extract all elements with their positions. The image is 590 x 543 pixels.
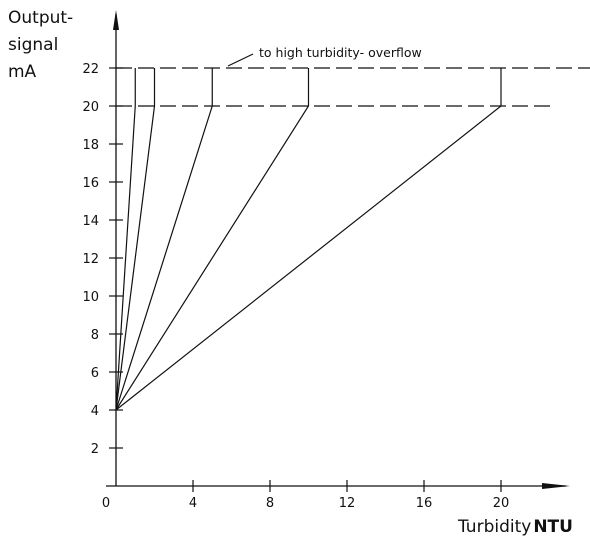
y-tick-label: 18 [82,138,99,153]
y-tick-label: 6 [91,366,99,381]
y-tick-label: 2 [91,442,99,457]
y-axis-label-line-1: Output- [8,8,74,28]
annotation-group: to high turbidity- overflow [227,45,422,67]
x-axis-arrow [542,483,570,489]
series-line [115,68,310,411]
y-tick-label: 10 [82,290,99,305]
ticks: 2 4 6 8 10 12 14 16 18 20 22 0 4 8 12 16 20 [82,62,509,511]
y-axis-arrow [113,10,119,30]
y-tick-label: 22 [82,62,99,77]
y-tick-label: 14 [82,214,99,229]
y-tick-label: 16 [82,176,99,191]
series-lines [115,68,502,411]
y-tick-label: 4 [91,404,99,419]
series-line [115,68,136,411]
x-tick-label: 0 [102,496,110,511]
y-tick-label: 8 [91,328,99,343]
x-tick-label: 20 [493,496,510,511]
y-axis-label-line-3: mA [8,62,37,82]
series-line [115,68,502,411]
series-line [115,68,156,411]
x-axis-label-text: Turbidity [458,517,532,537]
y-tick-label: 20 [82,100,99,115]
x-axis-label-unit: NTU [533,517,573,537]
y-axis-label-line-2: signal [8,35,59,55]
x-tick-label: 16 [416,496,433,511]
annotation-text: to high turbidity- overflow [259,45,422,60]
x-tick-label: 8 [266,496,274,511]
x-axis-label: Turbidity NTU [458,519,573,536]
x-tick-label: 4 [189,496,197,511]
y-tick-label: 12 [82,252,99,267]
annotation-leader-line [227,53,254,67]
x-tick-label: 12 [339,496,356,511]
reference-lines [116,67,590,107]
series-line [115,68,213,411]
